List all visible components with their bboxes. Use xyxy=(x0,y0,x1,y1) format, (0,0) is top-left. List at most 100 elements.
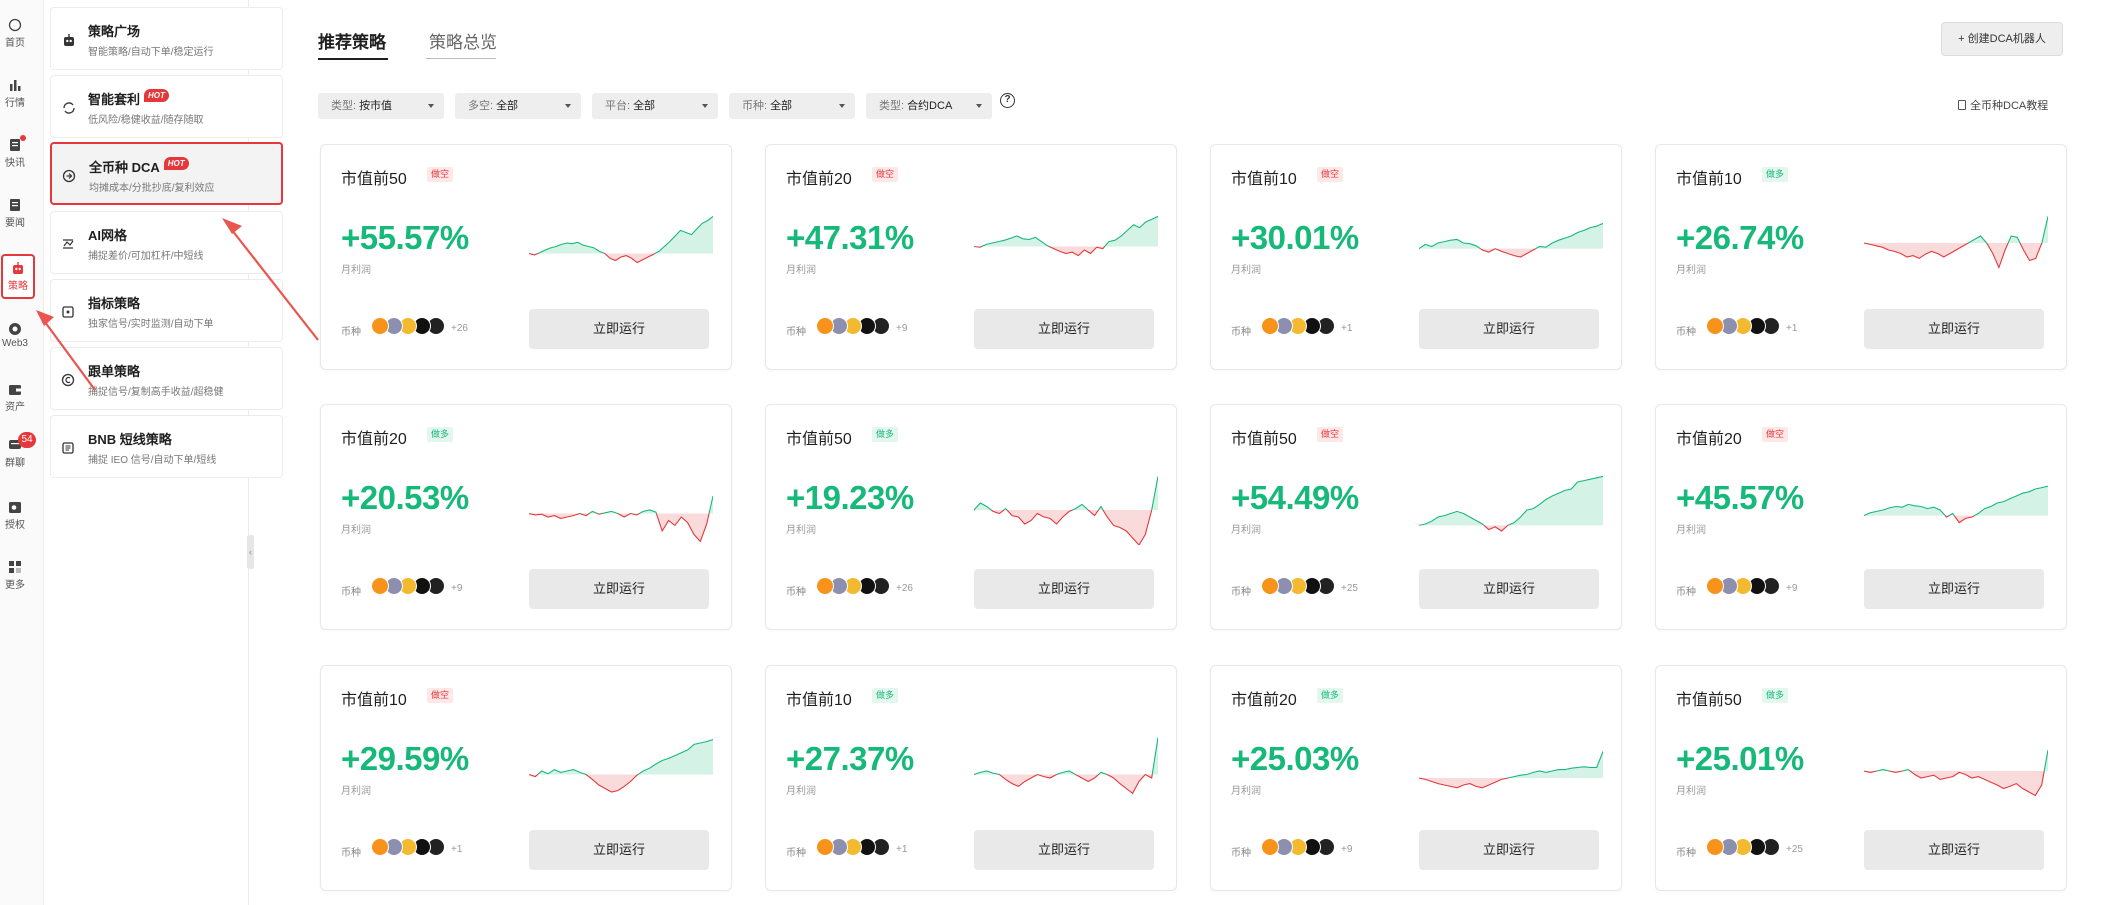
more-coins-count: +25 xyxy=(1341,583,1358,594)
sparkline-gain-line xyxy=(1419,751,1603,778)
menu-item-title: 跟单策略 xyxy=(88,361,140,380)
sparkline-loss-line xyxy=(974,510,1153,545)
rail-item-label: Web3 xyxy=(2,338,28,349)
copy-icon xyxy=(61,373,75,387)
menu-item-title-text: 指标策略 xyxy=(88,296,141,311)
run-now-button[interactable]: 立即运行 xyxy=(529,830,709,870)
sparkline-loss-area xyxy=(1864,771,2048,796)
market-icon xyxy=(10,80,21,91)
menu-item-7[interactable]: BNB 短线策略 捕捉 IEO 信号/自动下单/短线 xyxy=(50,415,283,478)
filter-dropdown-2[interactable]: 多空: 全部 xyxy=(455,93,581,119)
strategy-card[interactable]: 市值前50 做多 +19.23% 月利润 币种 +26 立即运行 xyxy=(765,404,1177,630)
profit-sparkline xyxy=(529,495,713,543)
run-now-button[interactable]: 立即运行 xyxy=(974,309,1154,349)
strategy-card[interactable]: 市值前10 做多 +26.74% 月利润 币种 +1 立即运行 xyxy=(1655,144,2067,370)
menu-item-1[interactable]: 策略广场 智能策略/自动下单/稳定运行 xyxy=(50,7,283,70)
tab-underline-inactive xyxy=(426,58,496,59)
monthly-profit-label: 月利润 xyxy=(786,786,816,797)
tab-overview[interactable]: 策略总览 xyxy=(429,33,497,52)
sparkline-gain-line xyxy=(529,215,713,254)
run-now-button[interactable]: 立即运行 xyxy=(974,830,1154,870)
run-now-button[interactable]: 立即运行 xyxy=(1864,309,2044,349)
run-now-button[interactable]: 立即运行 xyxy=(974,569,1154,609)
coins-label: 币种 xyxy=(1676,587,1696,598)
rail-item-1[interactable]: 首页 xyxy=(0,18,30,49)
run-now-button[interactable]: 立即运行 xyxy=(1419,830,1599,870)
menu-item-2[interactable]: 智能套利 HOT 低风险/稳健收益/随存随取 xyxy=(50,75,283,138)
more-coins-count: +1 xyxy=(1341,323,1353,334)
rail-item-8[interactable]: 群聊 54 xyxy=(0,432,36,469)
filter-value: 全部 xyxy=(633,100,656,112)
filter-dropdown-3[interactable]: 平台: 全部 xyxy=(592,93,718,119)
card-title: 市值前10 xyxy=(341,692,407,709)
menu-item-title-text: 全币种 DCA xyxy=(89,160,160,175)
monthly-profit-label: 月利润 xyxy=(341,265,371,276)
menu-item-6[interactable]: 跟单策略捕捉信号/复制高手收益/超稳健 xyxy=(50,347,283,410)
menu-item-3[interactable]: 全币种 DCA HOT 均摊成本/分批抄底/复利效应 xyxy=(50,142,283,205)
run-now-button[interactable]: 立即运行 xyxy=(1864,569,2044,609)
run-now-button[interactable]: 立即运行 xyxy=(1419,569,1599,609)
create-dca-bot-button[interactable]: + 创建DCA机器人 xyxy=(1941,22,2063,56)
run-now-button[interactable]: 立即运行 xyxy=(1864,830,2044,870)
profit-sparkline xyxy=(1864,216,2048,269)
tab-recommended[interactable]: 推荐策略 xyxy=(318,33,386,52)
direction-tag: 做多 xyxy=(1317,688,1344,703)
strategy-card[interactable]: 市值前10 做多 +27.37% 月利润 币种 +1 立即运行 xyxy=(765,665,1177,891)
menu-item-title-text: 跟单策略 xyxy=(88,364,141,379)
more-coins-count: +26 xyxy=(896,583,913,594)
strategy-card[interactable]: 市值前20 做多 +25.03% 月利润 币种 +9 立即运行 xyxy=(1210,665,1622,891)
run-now-button[interactable]: 立即运行 xyxy=(529,569,709,609)
filter-dropdown-4[interactable]: 币种: 全部 xyxy=(729,93,855,119)
rail-item-2[interactable]: 行情 xyxy=(0,78,30,109)
grid-icon xyxy=(63,239,74,249)
more-coins-count: +1 xyxy=(896,844,908,855)
strategy-card[interactable]: 市值前10 做空 +30.01% 月利润 币种 +1 立即运行 xyxy=(1210,144,1622,370)
menu-item-4[interactable]: AI网格 捕捉差价/可加杠杆/中短线 xyxy=(50,211,283,274)
monthly-profit-value: +19.23% xyxy=(786,479,914,516)
profit-sparkline xyxy=(529,215,713,264)
filter-dropdown-5[interactable]: 类型: 合约DCA xyxy=(866,93,992,119)
dca-tutorial-link[interactable]: 全币种DCA教程 xyxy=(1958,97,2048,113)
rail-item-3[interactable]: 快讯 xyxy=(0,135,30,169)
rail-item-6[interactable]: Web3 xyxy=(0,322,30,349)
menu-item-title-text: BNB 短线策略 xyxy=(88,432,172,447)
profit-sparkline xyxy=(1864,749,2048,797)
strategy-card[interactable]: 市值前10 做空 +29.59% 月利润 币种 +1 立即运行 xyxy=(320,665,732,891)
monthly-profit-label: 月利润 xyxy=(341,525,371,536)
menu-item-subtitle: 捕捉信号/复制高手收益/超稳健 xyxy=(88,387,224,398)
menu-item-5[interactable]: 指标策略 独家信号/实时监测/自动下单 xyxy=(50,279,283,342)
direction-tag: 做多 xyxy=(872,688,899,703)
sparkline-loss-area xyxy=(1484,525,1508,531)
strategy-card[interactable]: 市值前20 做空 +45.57% 月利润 币种 +9 立即运行 xyxy=(1655,404,2067,630)
strategy-card[interactable]: 市值前50 做空 +54.49% 月利润 币种 +25 立即运行 xyxy=(1210,404,1622,630)
menu-item-title: AI网格 xyxy=(88,225,127,244)
help-icon[interactable]: ? xyxy=(1000,93,1015,108)
collapse-handle[interactable]: ‹ xyxy=(247,535,254,569)
run-now-button[interactable]: 立即运行 xyxy=(529,309,709,349)
sparkline-gain-area xyxy=(974,216,1158,247)
menu-item-subtitle: 智能策略/自动下单/稳定运行 xyxy=(88,47,214,58)
btc-coin-icon xyxy=(371,317,389,335)
sparkline-gain-area xyxy=(1864,216,2048,243)
filter-dropdown-1[interactable]: 类型: 按市值 xyxy=(318,93,444,119)
sparkline-gain-line xyxy=(1419,475,1603,526)
rail-item-4[interactable]: 要闻 xyxy=(0,198,30,229)
sparkline-gain-area xyxy=(1419,476,1603,526)
rail-item-10[interactable]: 更多 xyxy=(0,560,30,591)
rail-item-9[interactable]: 授权 xyxy=(0,500,30,531)
home-icon xyxy=(8,18,22,32)
rail-item-5[interactable]: 策略 xyxy=(1,254,35,299)
document-icon xyxy=(1958,100,1966,110)
menu-item-title: 智能套利 HOT xyxy=(88,89,169,108)
menu-item-title: 指标策略 xyxy=(88,293,140,312)
btc-coin-icon xyxy=(371,577,389,595)
monthly-profit-value: +29.59% xyxy=(341,740,469,777)
strategy-card[interactable]: 市值前20 做多 +20.53% 月利润 币种 +9 立即运行 xyxy=(320,404,732,630)
rail-item-7[interactable]: 资产 xyxy=(0,382,30,413)
strategy-card[interactable]: 市值前20 做空 +47.31% 月利润 币种 +9 立即运行 xyxy=(765,144,1177,370)
coins-label: 币种 xyxy=(786,848,806,859)
strategy-card[interactable]: 市值前50 做多 +25.01% 月利润 币种 +25 立即运行 xyxy=(1655,665,2067,891)
menu-item-title-text: 智能套利 xyxy=(88,92,141,107)
strategy-card[interactable]: 市值前50 做空 +55.57% 月利润 币种 +26 立即运行 xyxy=(320,144,732,370)
run-now-button[interactable]: 立即运行 xyxy=(1419,309,1599,349)
